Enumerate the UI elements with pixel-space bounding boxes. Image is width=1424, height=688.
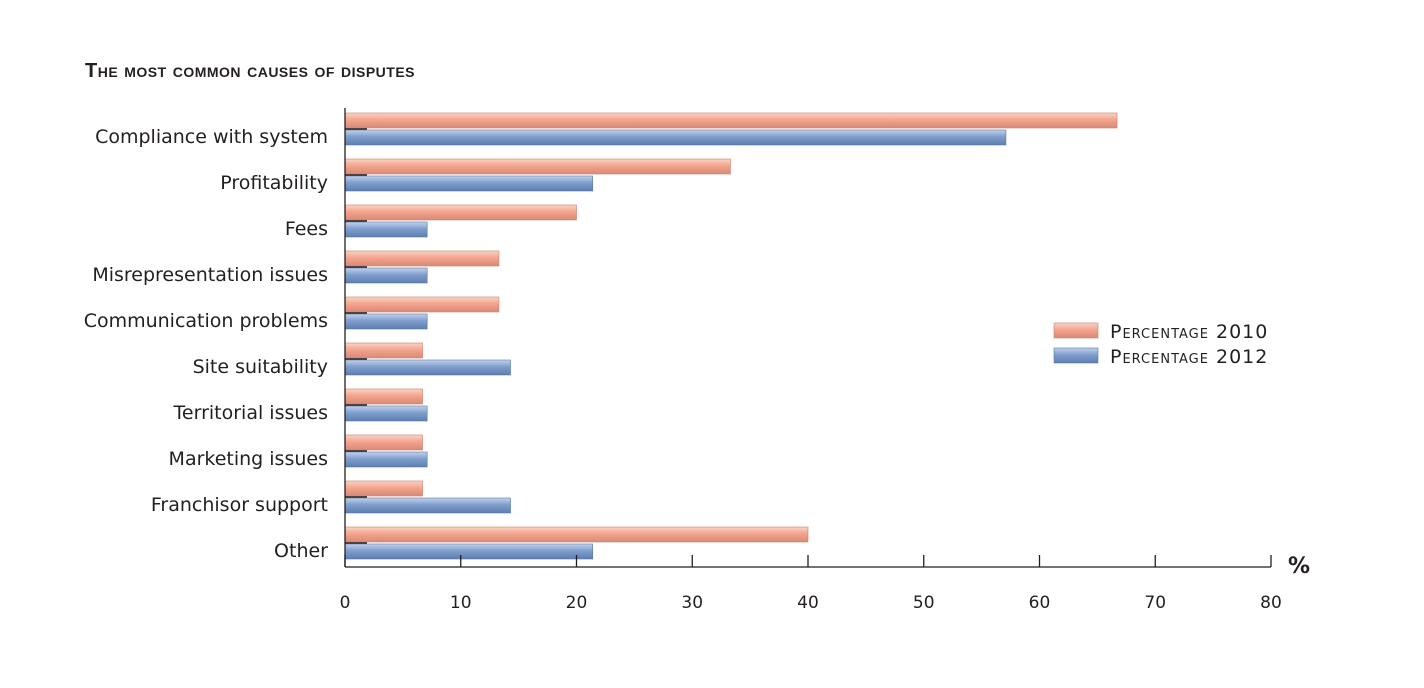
bar-2010-6 xyxy=(344,388,423,405)
x-tick-label: 10 xyxy=(450,593,472,613)
category-label: Fees xyxy=(285,218,328,240)
category-label: Compliance with system xyxy=(95,126,328,148)
x-tick-label: 60 xyxy=(1029,593,1051,613)
bar-2012-1 xyxy=(344,175,594,192)
bar-2010-1 xyxy=(344,158,731,175)
x-tick-label: 20 xyxy=(566,593,588,613)
x-unit-label: % xyxy=(1288,554,1310,579)
category-label: Marketing issues xyxy=(169,448,328,470)
category-labels: Compliance with system Profitability Fees M… xyxy=(84,126,328,562)
x-tick-label: 0 xyxy=(340,593,351,613)
legend: Percentage 2010 Percentage 2012 xyxy=(1053,321,1268,368)
bar-2010-0 xyxy=(344,112,1118,129)
bar-2012-9 xyxy=(344,543,594,560)
chart-title: The most common causes of disputes xyxy=(85,60,416,82)
legend-label: Percentage 2010 xyxy=(1110,321,1268,343)
bar-2012-0 xyxy=(344,129,1007,146)
category-label: Territorial issues xyxy=(173,402,328,424)
x-tick-label: 70 xyxy=(1144,593,1166,613)
bar-2010-5 xyxy=(344,342,423,359)
bar-2010-8 xyxy=(344,480,423,497)
legend-label: Percentage 2012 xyxy=(1110,346,1268,368)
bar-2012-5 xyxy=(344,359,511,376)
bar-2010-7 xyxy=(344,434,423,451)
x-tick-label: 30 xyxy=(681,593,703,613)
bar-2012-2 xyxy=(344,221,428,238)
bar-2012-8 xyxy=(344,497,511,514)
bar-2012-4 xyxy=(344,313,428,330)
bar-2012-7 xyxy=(344,451,428,468)
category-label: Profitability xyxy=(220,172,328,194)
x-tick-label: 40 xyxy=(797,593,819,613)
legend-swatch xyxy=(1053,347,1099,364)
bar-2010-3 xyxy=(344,250,500,267)
bar-2010-9 xyxy=(344,526,809,543)
category-label: Franchisor support xyxy=(151,494,328,516)
bar-2010-4 xyxy=(344,296,500,313)
bar-2012-3 xyxy=(344,267,428,284)
category-label: Other xyxy=(274,540,328,562)
bar-2012-6 xyxy=(344,405,428,422)
bars-layer xyxy=(344,112,1118,560)
category-label: Communication problems xyxy=(84,310,328,332)
legend-swatch xyxy=(1053,322,1099,339)
category-label: Misrepresentation issues xyxy=(92,264,328,286)
x-axis: 0 10 20 30 40 50 60 70 80% xyxy=(340,108,1310,613)
bar-2010-2 xyxy=(344,204,577,221)
x-tick-label: 50 xyxy=(913,593,935,613)
x-tick-label: 80 xyxy=(1260,593,1282,613)
category-label: Site suitability xyxy=(193,356,328,378)
